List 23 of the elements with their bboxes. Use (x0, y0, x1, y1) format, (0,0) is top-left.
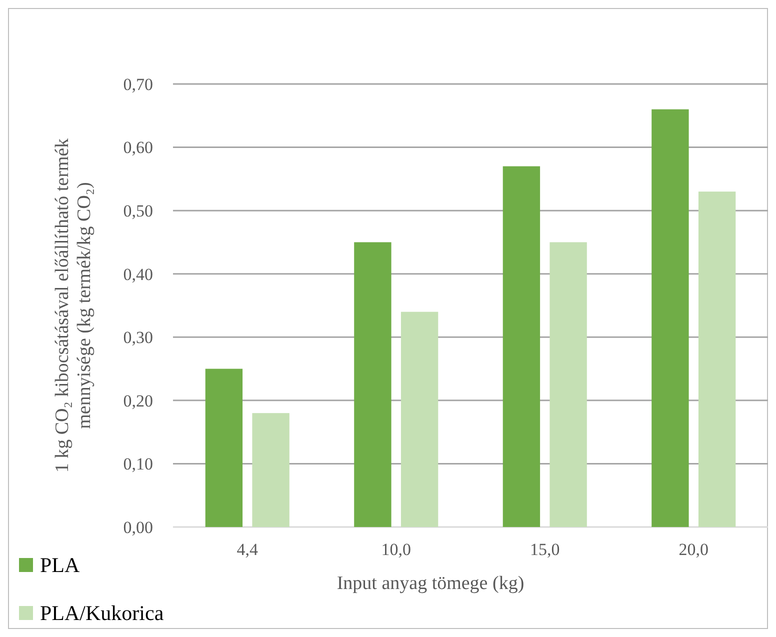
y-tick-label: 0,70 (123, 74, 153, 94)
bar (698, 192, 736, 527)
legend-label: PLA (40, 553, 81, 577)
bar (205, 368, 243, 527)
y-tick-label: 0,60 (123, 138, 153, 158)
y-tick-label: 0,20 (123, 391, 153, 410)
x-tick-label: 10,0 (381, 540, 411, 559)
y-tick-label: 0,50 (123, 202, 153, 221)
y-tick-label: 0,30 (123, 328, 153, 348)
x-tick-label: 20,0 (678, 540, 708, 559)
bar (550, 242, 587, 527)
bar (252, 413, 290, 527)
x-tick-label: 15,0 (530, 540, 560, 559)
legend-label: PLA/Kukorica (40, 601, 164, 625)
bar (652, 109, 689, 527)
y-tick-label: 0,10 (123, 454, 153, 474)
x-tick-label: 4,4 (236, 540, 258, 559)
bar (400, 312, 438, 527)
y-tick-label: 0,00 (123, 518, 153, 537)
y-tick-label: 0,40 (123, 264, 153, 284)
x-axis-title: Input anyag tömege (kg) (336, 573, 524, 594)
bar (354, 242, 392, 527)
bar (502, 166, 540, 527)
